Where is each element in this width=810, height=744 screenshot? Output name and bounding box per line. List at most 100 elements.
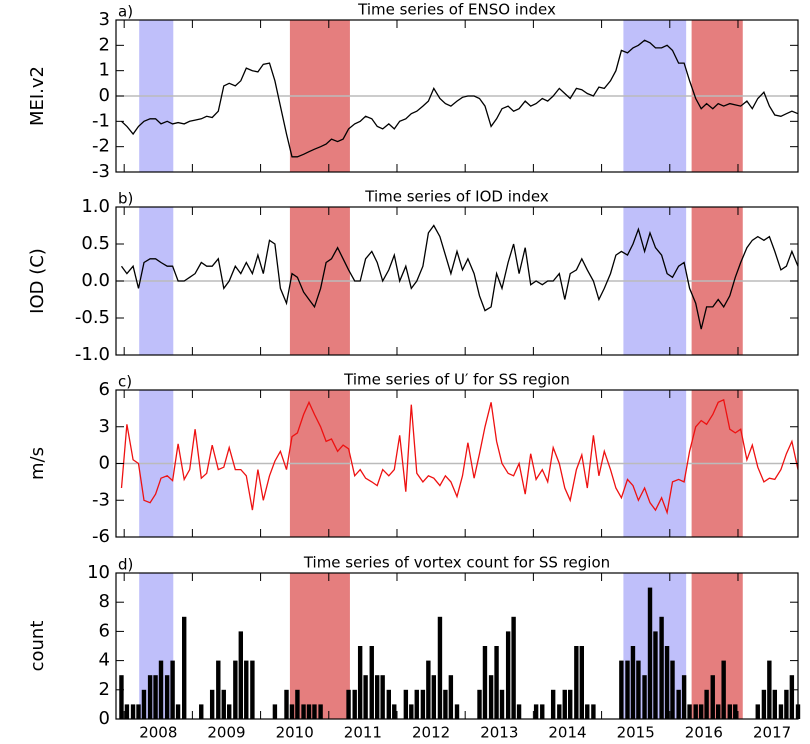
x-tick-label: 2012 — [412, 724, 450, 742]
bar — [306, 704, 312, 719]
y-tick-label: 2 — [99, 679, 110, 700]
bar — [710, 675, 715, 719]
bar — [733, 704, 738, 719]
y-tick-label: 0 — [99, 453, 110, 474]
bar — [357, 646, 363, 719]
bar — [574, 646, 579, 719]
bar — [130, 704, 136, 719]
bar — [369, 646, 374, 719]
bar — [585, 704, 590, 719]
bar — [124, 704, 130, 719]
y-tick-label: 10 — [87, 562, 110, 583]
shaded-period — [691, 573, 743, 719]
bar — [625, 660, 630, 719]
panel-title: Time series of U′ for SS region — [343, 371, 570, 389]
bar — [284, 689, 289, 719]
bar — [516, 704, 522, 719]
bar — [233, 660, 238, 719]
bar — [664, 646, 670, 719]
bar — [721, 660, 726, 719]
bar — [136, 704, 141, 719]
bar — [653, 631, 658, 719]
bar — [301, 704, 306, 719]
bar — [414, 689, 419, 719]
bar — [557, 704, 562, 719]
bar — [221, 689, 226, 719]
bar — [289, 704, 295, 719]
y-tick-label: 8 — [99, 591, 110, 612]
bar — [250, 660, 255, 719]
x-tick-label: 2013 — [480, 724, 518, 742]
bar — [199, 704, 204, 719]
bar — [767, 660, 772, 719]
bar — [494, 646, 499, 719]
y-tick-label: -2 — [92, 136, 110, 157]
line — [121, 39, 799, 158]
x-tick-label: 2017 — [753, 724, 791, 742]
bar — [630, 646, 636, 719]
panel-label: b) — [118, 190, 133, 208]
bar — [693, 704, 698, 719]
bar — [346, 689, 351, 719]
y-tick-label: 3 — [99, 416, 110, 437]
bar — [380, 675, 385, 719]
bar — [477, 689, 482, 719]
y-tick-label: -1 — [92, 110, 110, 131]
bar — [141, 689, 147, 719]
bar — [272, 704, 278, 719]
panel-title: Time series of ENSO index — [357, 1, 556, 19]
x-tick-label: 2015 — [617, 724, 655, 742]
bar — [431, 675, 437, 719]
bar — [540, 704, 545, 719]
y-tick-label: -0.5 — [75, 307, 110, 328]
bar — [482, 646, 488, 719]
y-tick-label: 1.0 — [81, 196, 110, 217]
bar — [392, 704, 397, 719]
y-tick-label: -3 — [92, 489, 110, 510]
bar — [386, 689, 391, 719]
bar — [164, 675, 170, 719]
bar — [533, 704, 539, 719]
y-tick-label: 6 — [99, 620, 110, 641]
bar — [647, 587, 653, 719]
bar — [568, 689, 573, 719]
bar — [158, 660, 164, 719]
bar — [698, 704, 704, 719]
bar — [704, 689, 709, 719]
bar — [216, 660, 221, 719]
y-tick-label: 0.5 — [81, 233, 110, 254]
bar — [295, 689, 300, 719]
bar — [636, 660, 641, 719]
bar — [352, 689, 357, 719]
x-tick-label: 2016 — [685, 724, 723, 742]
line — [120, 398, 799, 515]
bar — [443, 689, 448, 719]
bar — [403, 689, 409, 719]
y-tick-label: 0 — [99, 85, 110, 106]
bar — [670, 660, 675, 719]
bar — [238, 631, 244, 719]
bar — [676, 689, 681, 719]
bar — [511, 616, 516, 719]
bar — [454, 704, 460, 719]
bar — [147, 675, 153, 719]
bar — [209, 689, 215, 719]
panel-title: Time series of vortex count for SS regio… — [303, 554, 610, 572]
bar — [772, 689, 778, 719]
y-tick-label: 1 — [99, 60, 110, 81]
y-tick-label: -6 — [92, 526, 110, 547]
bar — [409, 704, 414, 719]
bar — [659, 616, 664, 719]
bar — [562, 689, 567, 719]
line — [120, 224, 799, 330]
bar — [488, 675, 494, 719]
bar — [789, 675, 795, 719]
y-tick-label: 0 — [99, 708, 110, 729]
bar — [244, 660, 249, 719]
bar — [784, 689, 789, 719]
bar — [182, 616, 187, 719]
bar — [318, 704, 323, 719]
bar — [119, 675, 124, 719]
bar — [755, 704, 760, 719]
